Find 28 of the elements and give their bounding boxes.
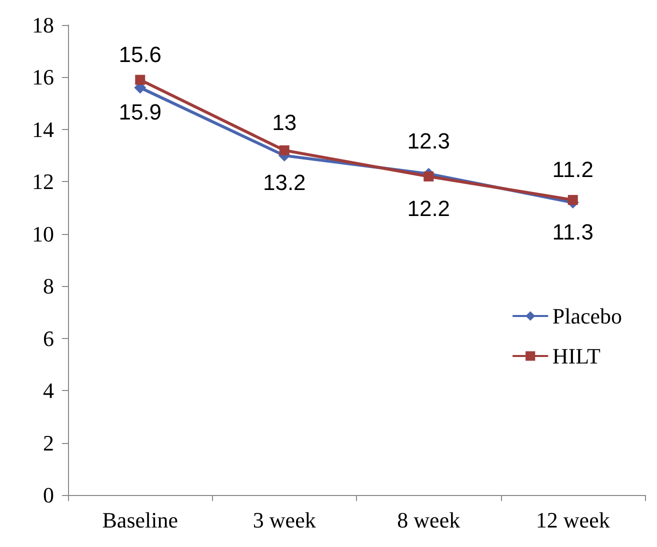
y-tick-label: 16 (32, 64, 54, 90)
y-tick-label: 14 (32, 116, 54, 142)
x-tick-label: 3 week (252, 508, 316, 532)
x-tick-label: Baseline (102, 508, 178, 532)
point (424, 171, 434, 182)
data-label: 15.6 (118, 42, 162, 68)
data-label: 12.2 (407, 196, 450, 221)
y-tick-label: 6 (43, 326, 54, 351)
y-tick-label: 0 (43, 482, 54, 508)
data-label: 12.3 (407, 128, 450, 154)
point (279, 145, 290, 156)
data-label: 11.2 (552, 157, 594, 182)
legend-label: Placebo (552, 304, 622, 328)
data-label: 15.9 (118, 99, 162, 124)
y-tick-label: 2 (43, 430, 54, 456)
y-tick-label: 12 (32, 169, 54, 194)
data-label: 11.3 (552, 219, 594, 244)
point (135, 74, 146, 85)
data-label: 13.2 (262, 170, 306, 195)
point (568, 194, 578, 205)
x-tick-label: 8 week (397, 508, 460, 532)
y-tick-label: 8 (43, 274, 54, 299)
data-label: 13 (272, 110, 297, 136)
y-tick-label: 4 (43, 378, 54, 404)
x-tick-label: 12 week (536, 508, 610, 532)
y-tick-label: 10 (32, 221, 54, 246)
legend-label: HILT (552, 344, 601, 368)
y-tick-label: 18 (32, 12, 54, 38)
